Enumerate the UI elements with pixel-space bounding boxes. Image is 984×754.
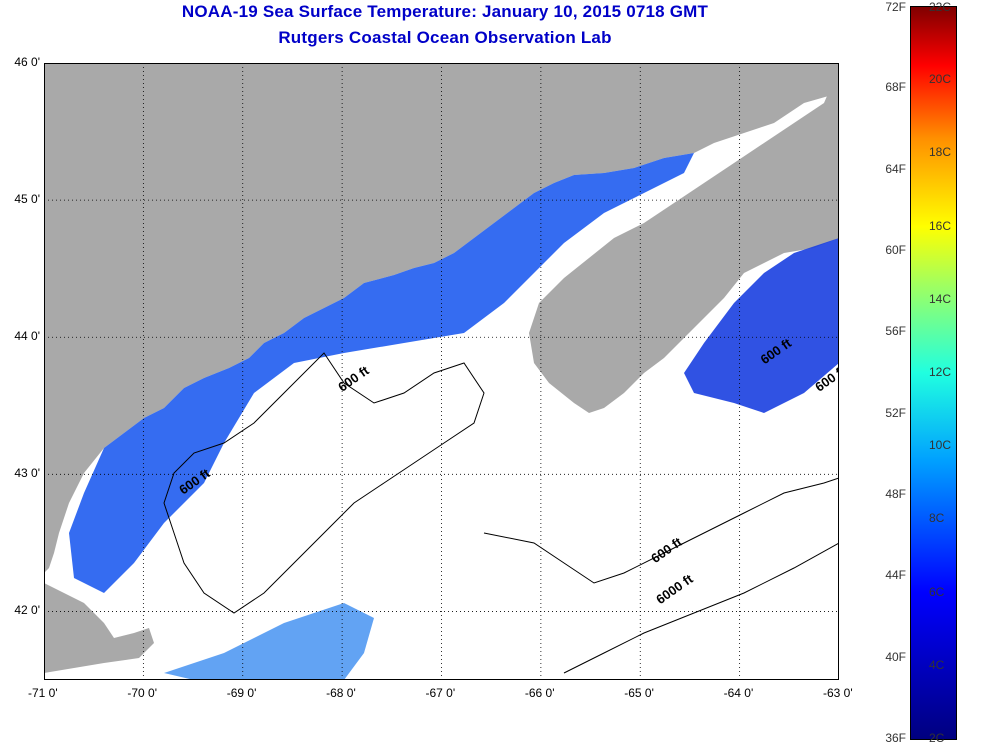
longitude-tick-label: -71 0': [28, 686, 58, 700]
temperature-colorbar: [910, 6, 957, 740]
sst-map: 600 ft 600 ft 600 ft 600 ft 600 ft 6000 ft 46…: [14, 55, 852, 700]
isobath-600ft-gulf: [163, 352, 485, 614]
colorbar-celsius-label: 18C: [929, 145, 952, 160]
colorbar-celsius-label: 12C: [929, 365, 952, 379]
colorbar-fahrenheit-label: 52F: [885, 405, 906, 420]
longitude-tick-label: -66 0': [524, 686, 555, 700]
colorbar-fahrenheit-label: 72F: [885, 0, 906, 14]
colorbar-celsius-label: 2C: [929, 731, 945, 745]
longitude-tick-label: -64 0': [723, 686, 754, 700]
longitude-tick-label: -68 0': [326, 686, 356, 700]
colorbar-celsius-label: 10C: [929, 438, 952, 453]
map-title: NOAA-19 Sea Surface Temperature: January…: [181, 2, 709, 21]
colorbar-fahrenheit-label: 40F: [885, 649, 906, 664]
colorbar-celsius-label: 4C: [929, 657, 945, 672]
sst-southern-band: [164, 603, 374, 680]
latitude-tick-label: 42 0': [14, 603, 40, 618]
colorbar-celsius-label: 6C: [929, 584, 945, 599]
sst-scotian-shelf: [684, 238, 839, 413]
isobath-600ft-shelf: [483, 477, 839, 584]
longitude-tick-label: -65 0': [624, 686, 654, 700]
land-nova-scotia: [529, 68, 839, 413]
colorbar-celsius-label: 14C: [929, 291, 952, 306]
latitude-tick-label: 46 0': [14, 55, 40, 69]
latitude-tick-label: 44 0': [14, 329, 40, 344]
colorbar-fahrenheit-label: 44F: [885, 568, 906, 583]
colorbar-celsius-label: 8C: [929, 511, 945, 526]
colorbar-celsius-label: 20C: [929, 72, 952, 87]
lat-lon-grid: [44, 63, 839, 680]
longitude-tick-label: -63 0': [823, 686, 853, 700]
colorbar-fahrenheit-label: 36F: [885, 731, 906, 745]
latitude-tick-label: 45 0': [14, 192, 40, 207]
colorbar-fahrenheit-label: 68F: [885, 80, 906, 95]
latitude-tick-label: 43 0': [14, 466, 40, 481]
longitude-tick-label: -67 0': [425, 686, 456, 700]
longitude-tick-label: -70 0': [127, 686, 158, 700]
colorbar-fahrenheit-label: 60F: [885, 243, 906, 257]
colorbar-fahrenheit-label: 48F: [885, 487, 906, 501]
longitude-tick-label: -69 0': [226, 686, 257, 700]
colorbar-fahrenheit-label: 64F: [885, 161, 906, 176]
colorbar-fahrenheit-label: 56F: [885, 324, 906, 339]
sst-coastal-cold-band: [69, 153, 694, 593]
colorbar-celsius-label: 16C: [929, 218, 952, 233]
isobath-6000ft: [563, 542, 839, 674]
map-subtitle: Rutgers Coastal Ocean Observation Lab: [278, 28, 612, 47]
land-cape-cod: [44, 583, 154, 673]
colorbar-celsius-label: 22C: [929, 0, 952, 14]
land-mainland: [44, 63, 839, 573]
map-frame: [44, 63, 839, 680]
